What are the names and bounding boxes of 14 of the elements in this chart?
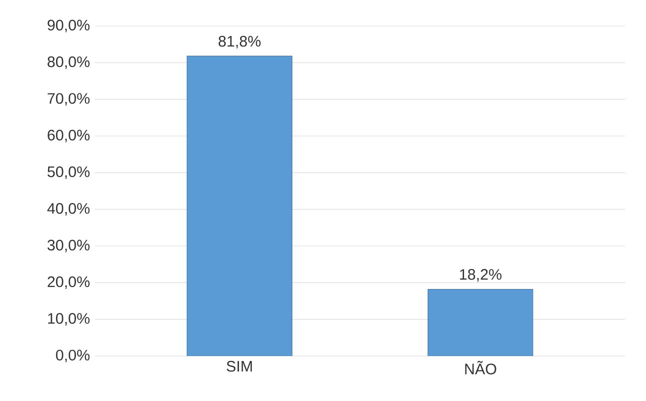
y-tick-label: 10,0% <box>48 313 90 326</box>
x-tick-label: SIM <box>226 360 252 372</box>
y-tick-label: 0,0% <box>56 350 90 362</box>
data-label: 81,8% <box>218 36 261 48</box>
data-label: 18,2% <box>460 269 502 282</box>
y-tick-label: 30,0% <box>48 240 90 252</box>
x-tick-label: NÃO <box>465 360 496 374</box>
y-tick-label: 20,0% <box>48 276 90 289</box>
y-tick-label: 90,0% <box>48 20 90 32</box>
y-tick-label: 80,0% <box>48 56 90 69</box>
y-tick-label: 70,0% <box>48 93 90 106</box>
y-tick-label: 50,0% <box>48 166 90 179</box>
y-tick-label: 40,0% <box>47 203 90 216</box>
y-tick-label: 60,0% <box>48 130 90 142</box>
